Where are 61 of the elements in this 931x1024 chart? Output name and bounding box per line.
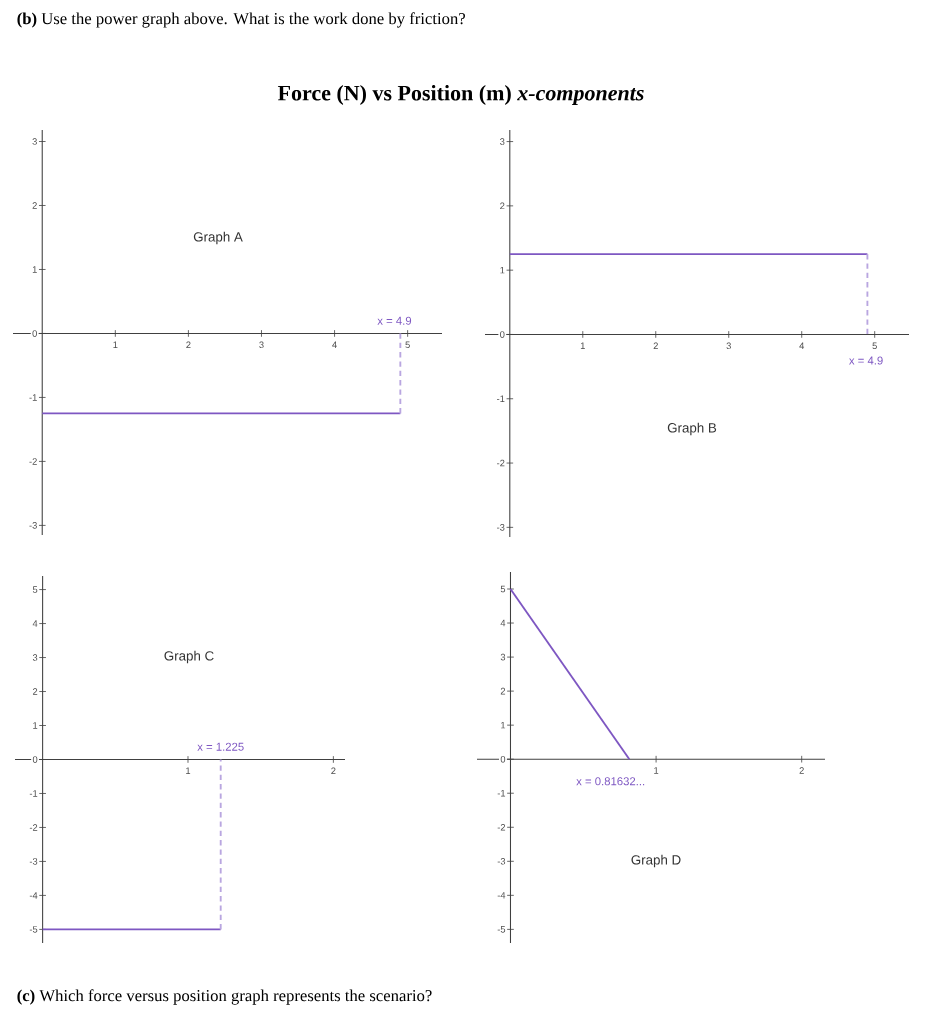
x-tick-label: 5 <box>872 342 877 350</box>
y-tick-label: 3 <box>32 138 37 145</box>
y-tick-label: -2 <box>29 458 37 465</box>
y-tick-label: 0 <box>500 331 505 338</box>
annotation: x = 0.81632... <box>576 777 645 786</box>
y-tick-label: 1 <box>500 266 505 274</box>
y-tick-label: 1 <box>32 266 37 273</box>
y-tick-label: -2 <box>497 824 506 831</box>
chart-title: Force (N) vs Position (m) x-components <box>277 85 644 105</box>
y-tick-label: -3 <box>497 858 506 865</box>
x-tick-label: 2 <box>186 341 191 349</box>
y-tick-label: 4 <box>32 620 38 627</box>
x-tick-label: 1 <box>580 342 585 349</box>
y-tick-label: 0 <box>32 330 37 337</box>
annotation: x = 4.9 <box>377 316 412 325</box>
annotation: x = 1.225 <box>197 742 244 751</box>
y-tick-label: 2 <box>32 202 37 209</box>
y-tick-label: -1 <box>497 395 505 402</box>
x-tick-label: 2 <box>331 767 336 775</box>
y-tick-label: 0 <box>500 755 506 763</box>
y-tick-label: -3 <box>29 522 37 529</box>
y-tick-label: 2 <box>500 202 505 210</box>
y-tick-label: 2 <box>32 688 38 695</box>
x-tick-label: 4 <box>799 342 805 349</box>
x-tick-label: 4 <box>332 341 337 348</box>
y-tick-label: -2 <box>497 459 505 467</box>
y-tick-label: -5 <box>497 926 506 933</box>
x-tick-label: 2 <box>799 767 804 774</box>
annotation: x = 4.9 <box>849 356 883 365</box>
y-tick-label: -5 <box>29 926 38 933</box>
y-tick-label: 1 <box>501 721 506 729</box>
y-tick-label: 2 <box>500 687 506 695</box>
x-tick-label: 3 <box>726 342 731 350</box>
text: (c) Which force versus position graph represents the scenario? <box>17 989 432 1005</box>
y-tick-label: -4 <box>29 892 38 899</box>
y-tick-label: 5 <box>32 586 38 593</box>
y-tick-label: -1 <box>497 790 506 797</box>
annotation: Graph D <box>631 854 681 868</box>
y-tick-label: 3 <box>32 654 38 661</box>
x-tick-label: 1 <box>113 341 118 348</box>
annotation: Graph C <box>164 650 214 664</box>
y-tick-label: -3 <box>497 524 505 531</box>
y-tick-label: 1 <box>33 722 38 729</box>
x-tick-label: 3 <box>259 341 264 349</box>
y-tick-label: 0 <box>32 756 38 763</box>
x-tick-label: 2 <box>653 342 658 350</box>
y-tick-label: -1 <box>29 394 37 401</box>
y-tick-label: -2 <box>29 824 38 831</box>
x-tick-label: 1 <box>654 767 659 774</box>
annotation: Graph A <box>193 231 243 245</box>
annotation: Graph B <box>667 422 717 436</box>
x-tick-label: 5 <box>405 341 410 348</box>
y-tick-label: 5 <box>500 585 506 593</box>
text: (b) Use the power graph above. What is the work done by friction? <box>17 12 465 28</box>
y-tick-label: 3 <box>500 138 505 145</box>
y-tick-label: 3 <box>500 653 506 661</box>
y-tick-label: -4 <box>497 892 506 899</box>
y-tick-label: 4 <box>500 619 506 627</box>
y-tick-label: -1 <box>29 790 38 797</box>
x-tick-label: 1 <box>186 767 191 774</box>
y-tick-label: -3 <box>29 858 38 865</box>
